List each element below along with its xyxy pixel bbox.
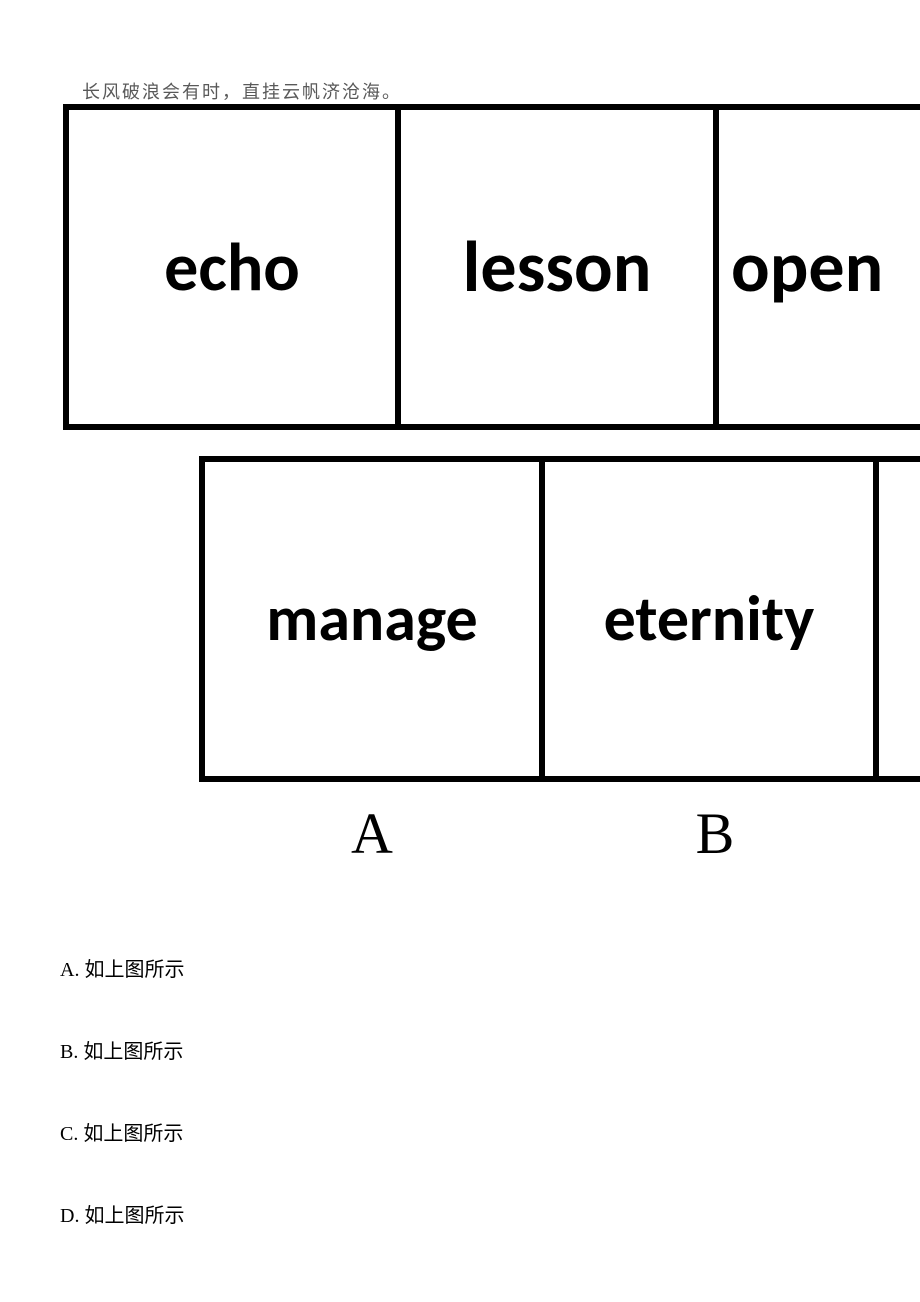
option-b: B. 如上图所示 [60,1042,184,1062]
word-cell [873,456,920,782]
option-a: A. 如上图所示 [60,960,184,980]
column-label-b: B [545,800,885,867]
word-cell: echo [63,104,401,430]
option-c: C. 如上图所示 [60,1124,184,1144]
option-d: D. 如上图所示 [60,1206,184,1226]
word-table-row-1: echo lesson open [63,104,920,430]
word-table-row-2: manage eternity [199,456,920,782]
word-cell: lesson [395,104,719,430]
column-label-a: A [199,800,545,867]
word-cell: manage [199,456,545,782]
column-labels: A B [199,800,885,867]
word-cell: eternity [539,456,879,782]
word-cell: open [713,104,920,430]
answer-options: A. 如上图所示 B. 如上图所示 C. 如上图所示 D. 如上图所示 [60,960,184,1288]
